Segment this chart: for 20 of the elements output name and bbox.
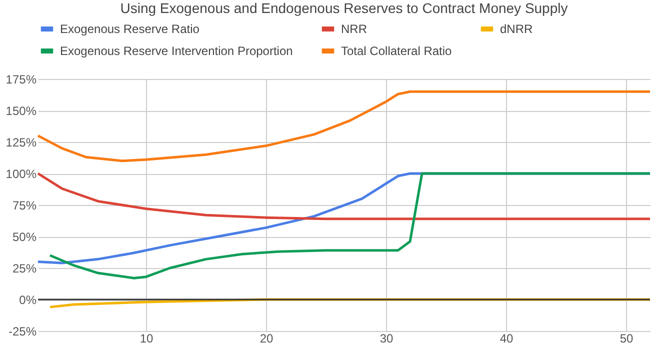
x-tick-label: 30 [380, 332, 394, 346]
y-tick-label: 0% [19, 293, 37, 307]
x-tick-label: 10 [140, 332, 154, 346]
y-tick-label: 175% [6, 72, 37, 86]
legend-label: Exogenous Reserve Intervention Proportion [60, 44, 293, 58]
x-tick-label: 40 [500, 332, 514, 346]
chart-title: Using Exogenous and Endogenous Reserves to Contract Money Supply [120, 0, 568, 16]
x-tick-label: 50 [620, 332, 634, 346]
legend-label: Total Collateral Ratio [341, 44, 452, 58]
y-tick-label: 50% [12, 230, 37, 244]
y-tick-label: 100% [6, 167, 37, 181]
y-tick-label: -25% [8, 324, 37, 338]
legend-label: NRR [341, 22, 368, 36]
legend-label: dNRR [500, 22, 534, 36]
x-tick-label: 20 [260, 332, 274, 346]
y-tick-label: 150% [6, 104, 37, 118]
y-tick-label: 25% [12, 262, 37, 276]
legend-label: Exogenous Reserve Ratio [60, 22, 200, 36]
y-tick-label: 75% [12, 198, 37, 212]
y-tick-label: 125% [6, 136, 37, 150]
